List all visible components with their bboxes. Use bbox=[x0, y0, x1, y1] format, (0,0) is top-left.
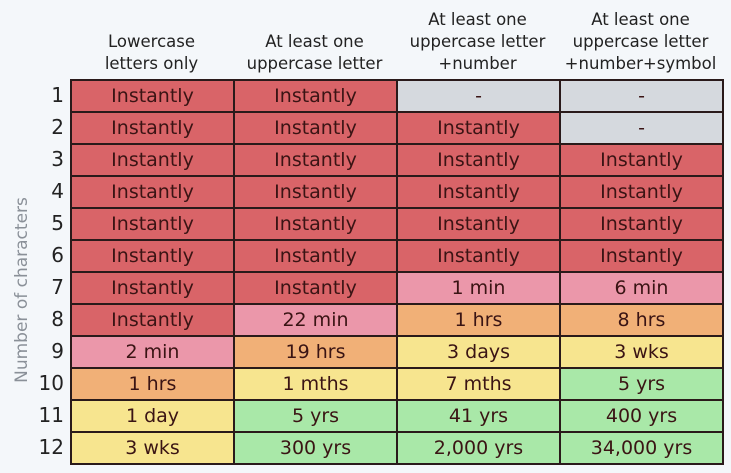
row-label: 2 bbox=[51, 115, 64, 139]
row-label: 11 bbox=[38, 403, 64, 427]
crack-time-cell: Instantly bbox=[396, 239, 561, 273]
crack-time-cell: Instantly bbox=[233, 175, 398, 209]
crack-time-cell: Instantly bbox=[233, 207, 398, 241]
column-header: Lowercase letters only bbox=[104, 32, 199, 73]
row-label: 7 bbox=[51, 275, 64, 299]
y-axis-label: Number of characters bbox=[12, 197, 32, 383]
table-row: Instantly Instantly 1 min 6 min bbox=[70, 271, 724, 305]
crack-time-cell: Instantly bbox=[233, 271, 398, 305]
row-label: 8 bbox=[51, 307, 64, 331]
table-row: Instantly Instantly Instantly Instantly bbox=[70, 239, 724, 273]
table-row: 2 min 19 hrs 3 days 3 wks bbox=[70, 335, 724, 369]
table-row: Instantly Instantly Instantly - bbox=[70, 111, 724, 145]
crack-time-cell: 19 hrs bbox=[233, 335, 398, 369]
crack-time-cell: Instantly bbox=[233, 143, 398, 177]
crack-time-cell: 1 day bbox=[70, 399, 235, 433]
crack-time-cell: Instantly bbox=[70, 143, 235, 177]
crack-time-cell: 7 mths bbox=[396, 367, 561, 401]
crack-time-cell: - bbox=[396, 79, 561, 113]
crack-time-cell: Instantly bbox=[559, 175, 724, 209]
crack-time-cell: Instantly bbox=[396, 143, 561, 177]
crack-time-cell: 3 days bbox=[396, 335, 561, 369]
crack-time-cell: Instantly bbox=[70, 79, 235, 113]
password-crack-time-table: Instantly Instantly - - Instantly Instantly In… bbox=[70, 79, 724, 465]
crack-time-cell: 3 wks bbox=[70, 431, 235, 465]
crack-time-cell: Instantly bbox=[396, 175, 561, 209]
table-row: Instantly Instantly Instantly Instantly bbox=[70, 143, 724, 177]
crack-time-cell: Instantly bbox=[233, 111, 398, 145]
crack-time-cell: Instantly bbox=[70, 111, 235, 145]
column-header: At least one uppercase letter bbox=[246, 32, 383, 73]
column-headers: Lowercase letters only At least one upper… bbox=[70, 0, 722, 79]
row-label: 9 bbox=[51, 339, 64, 363]
table-row: 1 day 5 yrs 41 yrs 400 yrs bbox=[70, 399, 724, 433]
crack-time-cell: 1 hrs bbox=[70, 367, 235, 401]
crack-time-cell: 3 wks bbox=[559, 335, 724, 369]
table-row: Instantly Instantly - - bbox=[70, 79, 724, 113]
column-header: At least one uppercase letter +number bbox=[409, 10, 546, 73]
row-label: 6 bbox=[51, 243, 64, 267]
crack-time-cell: - bbox=[559, 111, 724, 145]
crack-time-cell: - bbox=[559, 79, 724, 113]
crack-time-cell: Instantly bbox=[233, 239, 398, 273]
row-label: 10 bbox=[38, 371, 64, 395]
crack-time-cell: 1 mths bbox=[233, 367, 398, 401]
crack-time-cell: 2,000 yrs bbox=[396, 431, 561, 465]
crack-time-cell: Instantly bbox=[559, 239, 724, 273]
column-header: At least one uppercase letter +number+sy… bbox=[564, 10, 717, 73]
crack-time-cell: 8 hrs bbox=[559, 303, 724, 337]
crack-time-cell: 34,000 yrs bbox=[559, 431, 724, 465]
row-labels: 1 2 3 4 5 6 7 8 9 10 11 12 bbox=[30, 79, 64, 463]
crack-time-cell: 6 min bbox=[559, 271, 724, 305]
row-label: 12 bbox=[38, 435, 64, 459]
table-row: Instantly Instantly Instantly Instantly bbox=[70, 207, 724, 241]
crack-time-cell: Instantly bbox=[559, 207, 724, 241]
crack-time-cell: 2 min bbox=[70, 335, 235, 369]
crack-time-cell: Instantly bbox=[396, 111, 561, 145]
crack-time-cell: Instantly bbox=[559, 143, 724, 177]
crack-time-cell: 1 min bbox=[396, 271, 561, 305]
crack-time-cell: 1 hrs bbox=[396, 303, 561, 337]
crack-time-cell: Instantly bbox=[70, 175, 235, 209]
crack-time-cell: Instantly bbox=[70, 207, 235, 241]
crack-time-cell: Instantly bbox=[396, 207, 561, 241]
table-row: 1 hrs 1 mths 7 mths 5 yrs bbox=[70, 367, 724, 401]
row-label: 5 bbox=[51, 211, 64, 235]
table-row: Instantly 22 min 1 hrs 8 hrs bbox=[70, 303, 724, 337]
crack-time-cell: Instantly bbox=[70, 303, 235, 337]
crack-time-cell: 300 yrs bbox=[233, 431, 398, 465]
crack-time-cell: Instantly bbox=[70, 271, 235, 305]
row-label: 4 bbox=[51, 179, 64, 203]
row-label: 3 bbox=[51, 147, 64, 171]
row-label: 1 bbox=[51, 83, 64, 107]
crack-time-cell: 400 yrs bbox=[559, 399, 724, 433]
crack-time-cell: Instantly bbox=[233, 79, 398, 113]
table-row: Instantly Instantly Instantly Instantly bbox=[70, 175, 724, 209]
crack-time-cell: 5 yrs bbox=[559, 367, 724, 401]
crack-time-cell: 5 yrs bbox=[233, 399, 398, 433]
table-row: 3 wks 300 yrs 2,000 yrs 34,000 yrs bbox=[70, 431, 724, 465]
crack-time-cell: 41 yrs bbox=[396, 399, 561, 433]
crack-time-cell: Instantly bbox=[70, 239, 235, 273]
crack-time-cell: 22 min bbox=[233, 303, 398, 337]
